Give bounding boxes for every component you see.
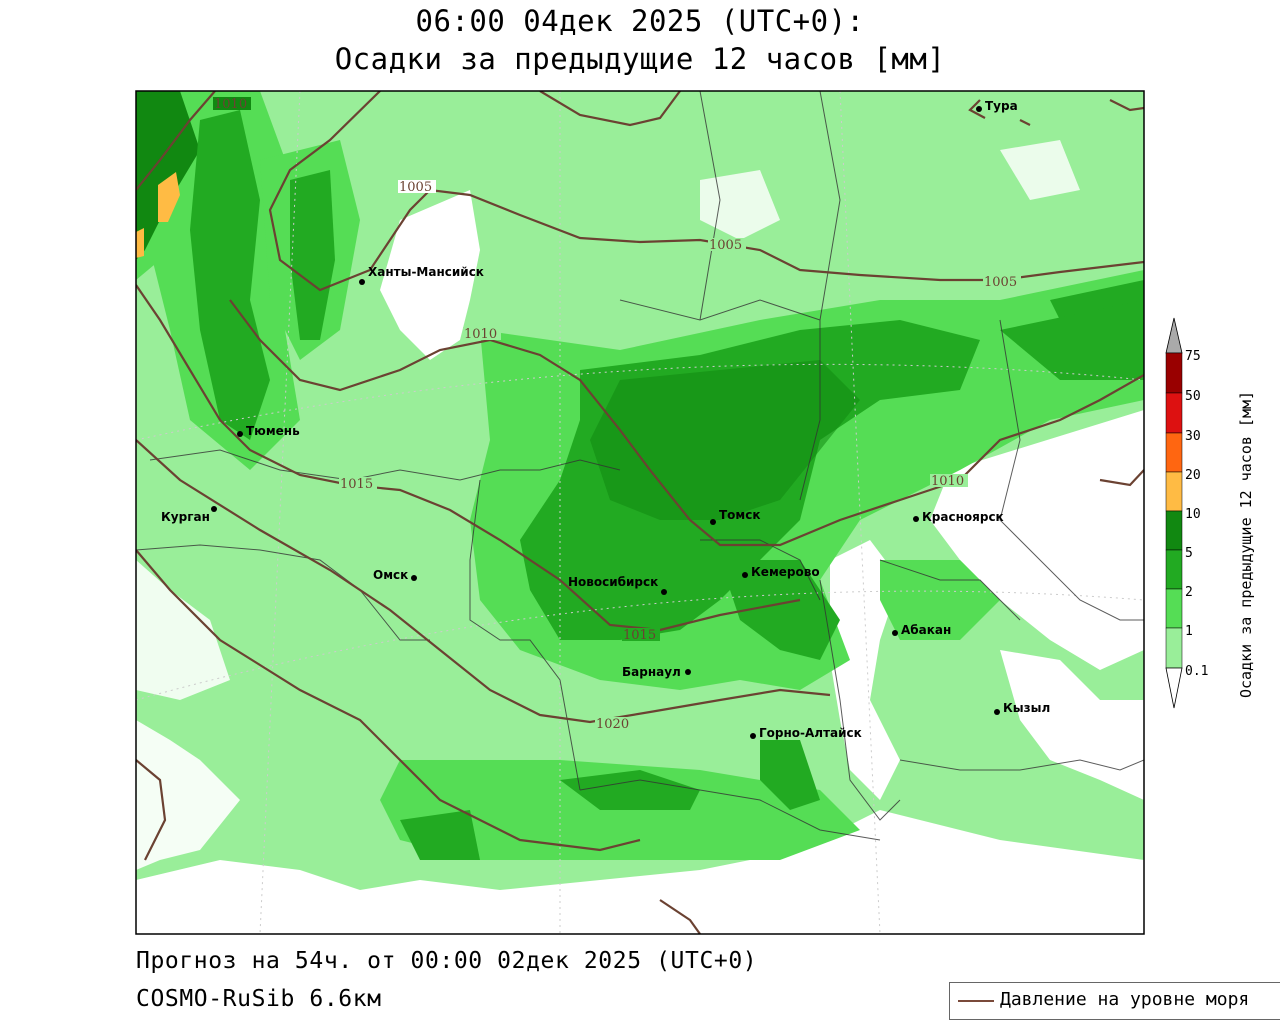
city-dot xyxy=(994,709,1000,715)
city-dot xyxy=(750,733,756,739)
isobar-label: 1015 xyxy=(340,477,373,492)
city-label-tyumen: Тюмень xyxy=(246,424,300,438)
isobar-label: 1005 xyxy=(984,275,1017,290)
isobar-label: 1010 xyxy=(931,474,964,489)
city-label-kemerovo: Кемерово xyxy=(751,565,820,579)
isobar-label: 1020 xyxy=(596,717,629,732)
isobar-label: 1005 xyxy=(709,238,742,253)
city-label-barnaul: Барнаул xyxy=(622,665,681,679)
isobar-label: 1005 xyxy=(399,180,432,195)
pressure-line-swatch xyxy=(958,1000,994,1002)
precipitation-field: 1010 1005 1005 1005 1010 1015 1010 1015 … xyxy=(136,91,1144,934)
city-dot xyxy=(892,630,898,636)
city-label-tomsk: Томск xyxy=(719,508,761,522)
city-label-kyzyl: Кызыл xyxy=(1003,701,1050,715)
colorbar-arrow-top xyxy=(1165,317,1183,354)
city-label-abakan: Абакан xyxy=(901,623,951,637)
map-title-time: 06:00 04дек 2025 (UTC+0): xyxy=(415,4,865,38)
colorbar-title: Осадки за предыдущие 12 часов [мм] xyxy=(1237,391,1255,698)
colorbar-tick: 10 xyxy=(1185,507,1201,522)
city-label-kurgan: Курган xyxy=(161,510,210,524)
colorbar-arrow-bottom xyxy=(1165,667,1183,709)
isobar-label: 1010 xyxy=(214,97,247,112)
colorbar-tick: 5 xyxy=(1185,546,1193,561)
colorbar-tick: 20 xyxy=(1185,468,1201,483)
city-dot xyxy=(710,519,716,525)
city-dot xyxy=(685,669,691,675)
isobar-label: 1015 xyxy=(623,628,656,643)
city-dot xyxy=(742,572,748,578)
city-label-gorno-altaysk: Горно-Алтайск xyxy=(759,726,862,740)
colorbar-tick: 50 xyxy=(1185,389,1201,404)
isobar-labels: 1010 1005 1005 1005 1010 1015 1010 1015 … xyxy=(213,97,1021,732)
city-dot xyxy=(211,506,217,512)
colorbar-tick: 2 xyxy=(1185,585,1193,600)
map-frame xyxy=(135,90,1145,935)
colorbar: 75 50 30 20 10 5 2 1 0.1 Осадки за преды… xyxy=(1165,317,1255,709)
city-dot xyxy=(913,516,919,522)
city-dot xyxy=(237,431,243,437)
model-name: COSMO-RuSib 6.6км xyxy=(136,986,382,1012)
city-dot xyxy=(411,575,417,581)
colorbar-tick: 30 xyxy=(1185,429,1201,444)
city-dot xyxy=(661,589,667,595)
colorbar-tick: 0.1 xyxy=(1185,664,1208,679)
city-dot xyxy=(359,279,365,285)
forecast-info: Прогноз на 54ч. от 00:00 02дек 2025 (UTC… xyxy=(136,948,758,974)
city-markers: Тура Ханты-Мансийск Тюмень Курган Омск Т… xyxy=(161,99,1050,740)
city-label-tura: Тура xyxy=(985,99,1018,113)
isobar-label: 1010 xyxy=(464,327,497,342)
map-title-variable: Осадки за предыдущие 12 часов [мм] xyxy=(334,42,946,76)
city-label-krasnoyarsk: Красноярск xyxy=(922,510,1004,524)
city-dot xyxy=(976,106,982,112)
city-label-khanty-mansiysk: Ханты-Мансийск xyxy=(368,265,484,279)
pressure-legend: Давление на уровне моря xyxy=(949,982,1280,1020)
pressure-legend-label: Давление на уровне моря xyxy=(1000,989,1250,1010)
colorbar-tick: 1 xyxy=(1185,624,1193,639)
colorbar-tick: 75 xyxy=(1185,349,1201,364)
city-label-novosibirsk: Новосибирск xyxy=(568,575,658,589)
city-label-omsk: Омск xyxy=(373,568,408,582)
